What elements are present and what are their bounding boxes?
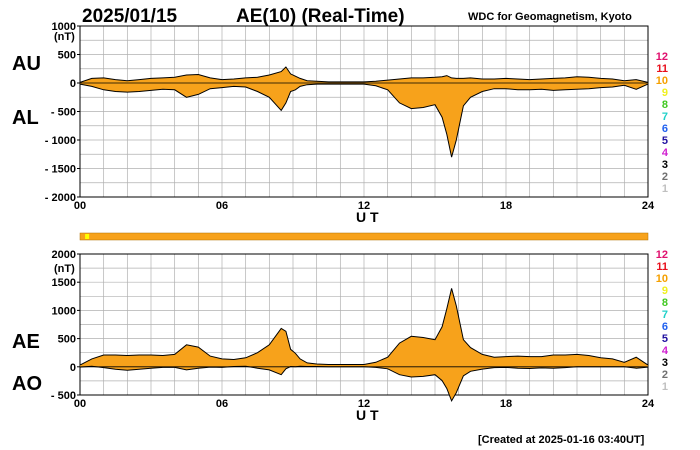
chart2-frame: [79, 253, 649, 396]
source-label: WDC for Geomagnetism, Kyoto: [468, 11, 632, 23]
chart2-xtick-label: 00: [74, 398, 86, 410]
chart1-xtick-label: 06: [216, 200, 228, 212]
chart1-station-1: 1: [662, 183, 668, 195]
chart2-xtick-label: 06: [216, 398, 228, 410]
station-bar-fill: [79, 232, 649, 241]
chart1-series-au: [79, 66, 649, 83]
chart1-station-6: 6: [662, 123, 668, 135]
chart1-xlabel: U T: [356, 209, 379, 225]
date-title: 2025/01/15: [82, 6, 178, 27]
chart2-station-4: 4: [662, 345, 669, 357]
chart2-station-12: 12: [656, 249, 668, 261]
chart2-xtick-label: 18: [500, 398, 512, 410]
chart2-station-1: 1: [662, 381, 668, 393]
chart1-xtick-label: 18: [500, 200, 512, 212]
chart1-station-12: 12: [656, 51, 668, 63]
chart1-station-2: 2: [662, 171, 668, 183]
chart1-unit-label: (nT): [54, 31, 75, 43]
chart1-station-9: 9: [662, 87, 668, 99]
chart1-ytick-label: 500: [58, 50, 76, 62]
index-title: AE(10) (Real-Time): [236, 6, 405, 27]
chart2-station-2: 2: [662, 369, 668, 381]
chart1-station-7: 7: [662, 111, 668, 123]
chart2-ytick-label: - 500: [51, 390, 76, 402]
created-timestamp: [Created at 2025-01-16 03:40UT]: [478, 434, 645, 446]
chart1-xtick-label: 24: [642, 200, 655, 212]
chart2-station-7: 7: [662, 309, 668, 321]
chart1-ytick-label: - 1000: [45, 135, 76, 147]
chart1-station-4: 4: [662, 147, 669, 159]
chart2-xtick-label: 12: [358, 398, 370, 410]
chart1-station-8: 8: [662, 99, 668, 111]
chart1-station-11: 11: [656, 63, 668, 75]
chart1-station-10: 10: [656, 75, 668, 87]
chart2-station-5: 5: [662, 333, 668, 345]
chart2-station-9: 9: [662, 285, 668, 297]
chart2-xlabel: U T: [356, 407, 379, 423]
chart2-unit-label: (nT): [54, 263, 75, 275]
chart1-xtick-label: 12: [358, 200, 370, 212]
chart2-ytick-label: 1000: [52, 305, 76, 317]
chart2-ytick-label: 0: [70, 362, 76, 374]
chart2-ytick-label: 500: [58, 334, 76, 346]
chart2-station-3: 3: [662, 357, 668, 369]
ao-label: AO: [12, 373, 42, 395]
chart2-station-6: 6: [662, 321, 668, 333]
chart1-ytick-label: - 2000: [45, 192, 76, 204]
chart1-xtick-label: 00: [74, 200, 86, 212]
al-label: AL: [12, 107, 39, 129]
chart2-ytick-label: 2000: [52, 249, 76, 261]
station-coverage-bar: [79, 232, 649, 241]
chart2-series-ae: [79, 288, 649, 366]
chart1-station-3: 3: [662, 159, 668, 171]
chart1-ytick-label: 0: [70, 78, 76, 90]
chart2-station-8: 8: [662, 297, 668, 309]
au-label: AU: [12, 53, 41, 75]
chart2-station-11: 11: [656, 261, 668, 273]
chart1-ytick-label: 1000: [52, 21, 76, 33]
chart2-station-10: 10: [656, 273, 668, 285]
ae-label: AE: [12, 331, 40, 353]
chart1-series-al: [79, 83, 649, 158]
chart2-ytick-label: 1500: [52, 277, 76, 289]
chart1-ytick-label: - 1500: [45, 164, 76, 176]
chart1-station-5: 5: [662, 135, 668, 147]
chart2-xtick-label: 24: [642, 398, 655, 410]
station-bar-marker: [85, 234, 90, 239]
chart1-ytick-label: - 500: [51, 107, 76, 119]
